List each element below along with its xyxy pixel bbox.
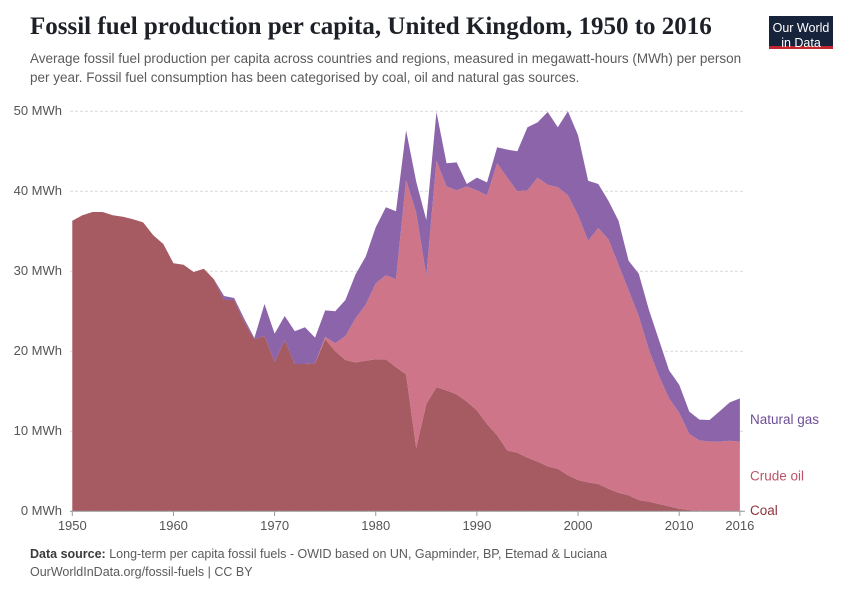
svg-text:1970: 1970 (260, 518, 289, 533)
svg-text:1980: 1980 (361, 518, 390, 533)
svg-text:Crude oil: Crude oil (750, 468, 804, 483)
svg-text:Coal: Coal (750, 503, 778, 518)
svg-text:2000: 2000 (564, 518, 593, 533)
svg-text:1990: 1990 (462, 518, 491, 533)
svg-text:40 MWh: 40 MWh (14, 183, 62, 198)
svg-text:10 MWh: 10 MWh (14, 423, 62, 438)
svg-text:2016: 2016 (725, 518, 754, 533)
svg-text:2010: 2010 (665, 518, 694, 533)
svg-text:1950: 1950 (58, 518, 87, 533)
svg-text:Natural gas: Natural gas (750, 412, 819, 427)
svg-text:50 MWh: 50 MWh (14, 103, 62, 118)
svg-text:30 MWh: 30 MWh (14, 263, 62, 278)
svg-text:20 MWh: 20 MWh (14, 343, 62, 358)
svg-text:1960: 1960 (159, 518, 188, 533)
svg-text:0 MWh: 0 MWh (21, 503, 62, 518)
